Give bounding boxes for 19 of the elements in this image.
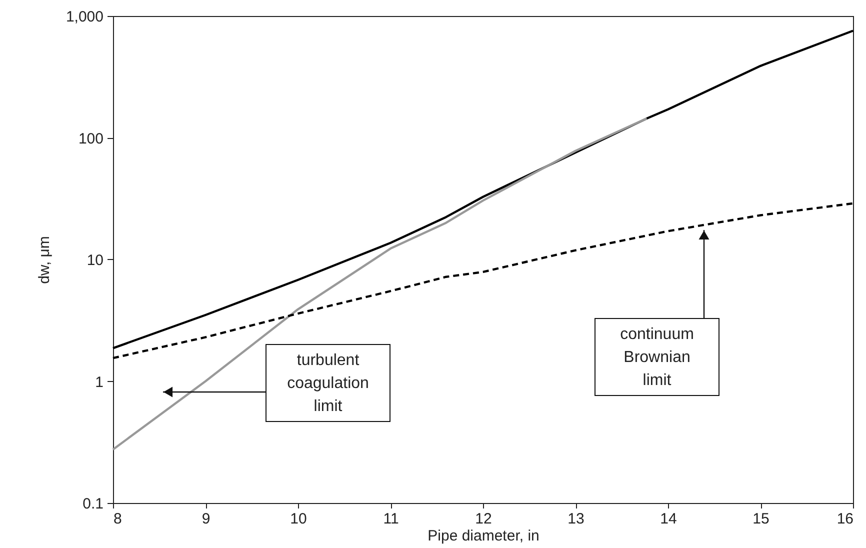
y-tick-label: 10: [86, 252, 104, 269]
x-tick-label: 9: [202, 510, 210, 528]
y-tick-label: 1,000: [66, 8, 104, 26]
x-tick-label: 10: [290, 510, 307, 528]
x-tick-label: 14: [660, 510, 677, 528]
y-tick-label: 100: [78, 130, 104, 148]
line-series: [112, 30, 854, 350]
x-axis-title: Pipe diameter, in: [428, 528, 540, 544]
x-tick-label: 13: [568, 510, 584, 528]
y-tick-label: 1: [95, 374, 104, 391]
x-tick-label: 11: [383, 510, 399, 528]
x-tick-label: 15: [752, 510, 770, 528]
annotation: turbulent coagulation limit: [287, 352, 369, 415]
x-tick-label: 8: [114, 510, 122, 528]
y-tick-label: 0.1: [82, 496, 104, 512]
annotation: continuum Brownian limit: [620, 326, 694, 389]
x-tick-label: 16: [836, 510, 854, 528]
y-axis-title: dw, μm: [36, 236, 53, 284]
x-tick-label: 12: [475, 510, 492, 528]
